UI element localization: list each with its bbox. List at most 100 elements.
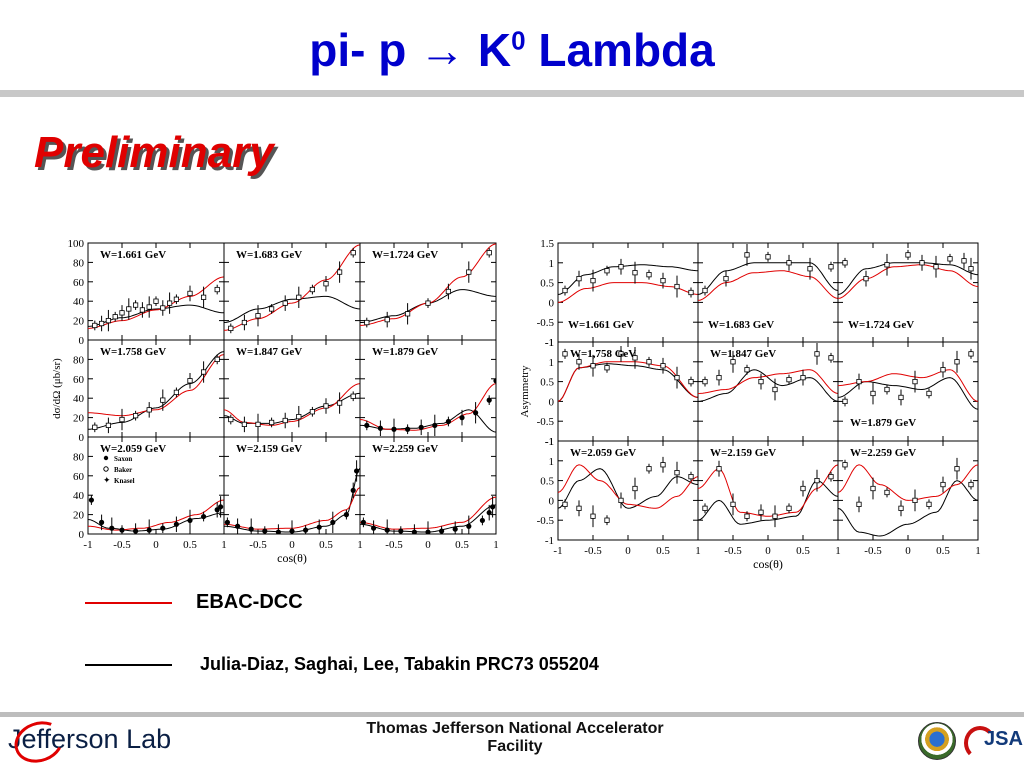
y-tick-label: 20: [73, 413, 85, 425]
panel-content: [88, 495, 224, 534]
plot-panel: W=2.259 GeV: [837, 440, 979, 541]
plot-panel: W=1.724 GeV: [359, 242, 497, 341]
jdslt-curve: [698, 262, 838, 295]
y-tick-label: -1: [545, 436, 554, 448]
panel-content: [698, 243, 838, 301]
data-point: [576, 359, 582, 365]
data-point: [268, 419, 275, 426]
data-point: [800, 485, 806, 492]
panel-content: [838, 348, 978, 410]
panel-label: W=2.259 GeV: [850, 447, 916, 459]
y-tick-label: 60: [73, 374, 85, 386]
data-point: [119, 527, 125, 533]
data-point: [919, 260, 925, 266]
data-point: [289, 528, 295, 534]
panel-label: W=2.059 GeV: [100, 443, 166, 455]
jdslt-curve: [698, 369, 838, 402]
data-point: [360, 519, 366, 525]
data-point: [744, 252, 750, 258]
y-tick-label: 1.5: [540, 238, 554, 250]
data-point: [384, 317, 390, 323]
data-point: [218, 504, 224, 510]
data-point: [350, 487, 356, 493]
data-point: [391, 426, 397, 432]
jdslt-curve: [558, 468, 698, 509]
panel-label: W=1.661 GeV: [568, 319, 634, 331]
data-point: [723, 276, 729, 282]
x-axis-label: cos(θ): [277, 551, 307, 565]
data-point: [968, 266, 974, 272]
data-point: [384, 527, 390, 533]
plot-panel: W=1.661 GeV: [557, 242, 699, 343]
data-point: [486, 250, 492, 256]
jdslt-curve: [838, 480, 978, 537]
x-tick-label: 0: [625, 545, 631, 557]
data-point: [323, 403, 329, 409]
x-tick-label: -0.5: [584, 545, 602, 557]
data-point: [364, 422, 370, 428]
data-point: [398, 528, 404, 534]
data-point: [730, 501, 736, 507]
data-point: [590, 513, 596, 519]
x-tick-label: 0: [905, 545, 911, 557]
data-point: [214, 356, 220, 363]
panel-label: W=1.661 GeV: [100, 249, 166, 261]
jdslt-curve: [224, 295, 360, 323]
data-point: [109, 525, 115, 531]
plot-panel: W=2.259 GeV: [359, 436, 497, 535]
data-point: [604, 268, 610, 274]
data-point: [800, 375, 806, 381]
data-point: [99, 519, 105, 525]
y-tick-label: 1: [549, 456, 555, 468]
data-point: [200, 294, 207, 300]
panel-content: [224, 383, 360, 436]
data-point: [296, 294, 302, 300]
jefferson-lab-logo[interactable]: Jefferson Lab: [8, 714, 171, 769]
x-tick-label: -0.5: [385, 539, 403, 551]
x-tick-label: -0.5: [864, 545, 882, 557]
data-point: [241, 421, 247, 427]
ebac-curve: [558, 464, 698, 509]
data-point: [744, 367, 750, 373]
legend-label-ebac: EBAC-DCC: [196, 591, 303, 613]
y-tick-label: 40: [73, 296, 85, 308]
data-point: [968, 351, 974, 357]
jsa-logo-text: JSA: [984, 728, 1023, 750]
title-tail: Lambda: [525, 24, 715, 76]
y-tick-label: -1: [545, 436, 554, 448]
y-tick-label: -1: [545, 337, 554, 349]
panel-content: [558, 345, 698, 402]
x-tick-label: -1: [83, 539, 92, 551]
legend-marker: ✦: [103, 475, 111, 485]
data-point: [618, 351, 624, 357]
plot-panel: W=1.683 GeV: [697, 242, 839, 343]
ebac-curve: [838, 464, 978, 501]
panel-content: [360, 372, 496, 437]
x-tick-label: 0.5: [936, 545, 950, 557]
data-point: [618, 497, 624, 504]
y-tick-label: 40: [73, 393, 85, 405]
data-point: [758, 378, 764, 385]
y-tick-label: -0.5: [537, 317, 555, 329]
data-point: [405, 426, 411, 432]
data-point: [618, 264, 624, 270]
x-tick-label: -0.5: [249, 539, 267, 551]
data-point: [646, 466, 652, 472]
x-tick-label: -0.5: [113, 539, 131, 551]
data-point: [814, 477, 820, 484]
data-point: [214, 286, 220, 293]
data-point: [688, 289, 694, 296]
plot-panel: W=1.847 GeV: [697, 341, 839, 442]
data-point: [772, 386, 778, 393]
preliminary-label: Preliminary: [34, 128, 274, 177]
panel-label: W=1.758 GeV: [100, 346, 166, 358]
panel-content: [838, 457, 978, 537]
panel-label: W=1.847 GeV: [710, 348, 776, 360]
data-point: [445, 288, 452, 295]
data-point: [863, 276, 869, 282]
data-point: [660, 462, 666, 468]
jsa-swoosh-icon: [964, 726, 996, 760]
data-point: [590, 278, 596, 284]
ebac-curve: [698, 270, 838, 301]
